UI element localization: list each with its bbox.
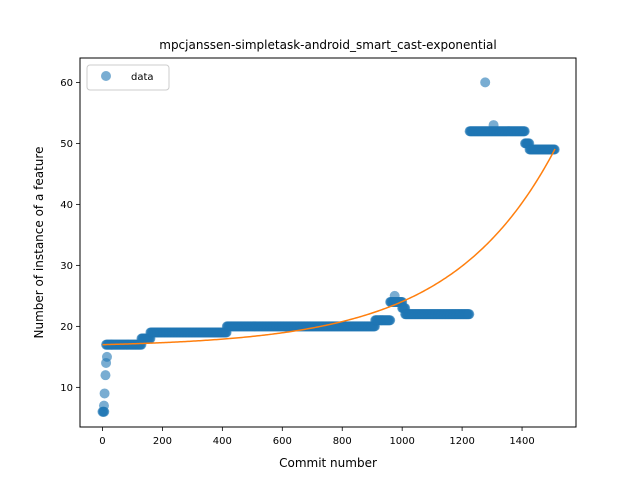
legend-label-data: data — [131, 72, 154, 83]
legend-marker-data — [101, 71, 111, 81]
y-tick-label: 50 — [60, 139, 73, 150]
y-tick-label: 40 — [60, 200, 73, 211]
y-tick-label: 20 — [60, 322, 73, 333]
y-tick-label: 60 — [60, 78, 73, 89]
data-point — [480, 77, 491, 88]
data-point — [100, 370, 111, 381]
y-axis-label: Number of instance of a feature — [32, 147, 46, 339]
x-tick-label: 0 — [99, 436, 105, 447]
data-point — [519, 126, 530, 137]
x-tick-label: 400 — [213, 436, 232, 447]
data-point — [488, 120, 499, 131]
chart-title: mpcjanssen-simpletask-android_smart_cast… — [159, 38, 496, 52]
x-tick-label: 1000 — [389, 436, 414, 447]
x-tick-label: 800 — [333, 436, 352, 447]
legend: data — [86, 64, 170, 91]
x-tick-label: 1400 — [509, 436, 534, 447]
fit-line — [102, 148, 556, 346]
y-tick-label: 10 — [60, 383, 73, 394]
legend-box — [86, 64, 170, 91]
x-tick-label: 200 — [153, 436, 172, 447]
data-point — [385, 315, 396, 326]
plot-area — [97, 77, 560, 417]
x-axis-ticks: 0 200 400 600 800 1000 1200 1400 — [99, 427, 535, 447]
data-point — [101, 351, 112, 362]
axes-frame — [79, 57, 577, 428]
y-axis-ticks: 10 20 30 40 50 60 — [60, 78, 80, 394]
data-point — [389, 290, 400, 301]
x-tick-label: 600 — [273, 436, 292, 447]
y-tick-label: 30 — [60, 261, 73, 272]
data-point — [98, 400, 109, 411]
x-axis-label: Commit number — [279, 456, 377, 470]
x-tick-label: 1200 — [449, 436, 474, 447]
data-point — [464, 309, 475, 320]
data-point — [99, 388, 110, 399]
